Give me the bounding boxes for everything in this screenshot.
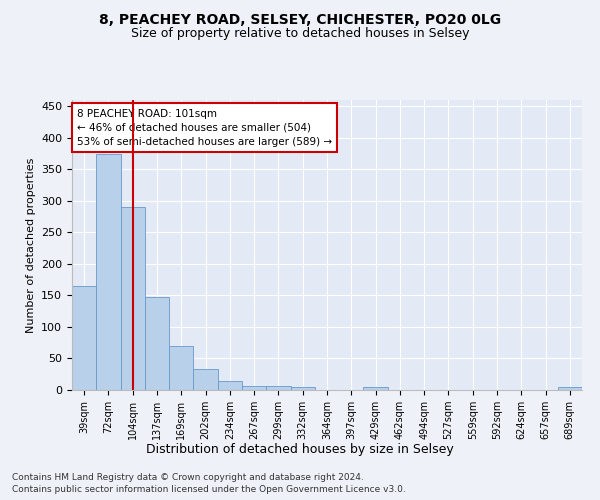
Text: Contains public sector information licensed under the Open Government Licence v3: Contains public sector information licen…: [12, 485, 406, 494]
Bar: [72, 286, 96, 390]
Text: 8 PEACHEY ROAD: 101sqm
← 46% of detached houses are smaller (504)
53% of semi-de: 8 PEACHEY ROAD: 101sqm ← 46% of detached…: [77, 108, 332, 146]
Bar: [558, 388, 582, 390]
Bar: [266, 386, 290, 390]
Bar: [218, 381, 242, 390]
Text: Distribution of detached houses by size in Selsey: Distribution of detached houses by size …: [146, 442, 454, 456]
Bar: [242, 386, 266, 390]
Bar: [290, 388, 315, 390]
Bar: [121, 207, 145, 390]
Bar: [145, 296, 169, 390]
Bar: [364, 387, 388, 390]
Bar: [169, 346, 193, 390]
Y-axis label: Number of detached properties: Number of detached properties: [26, 158, 35, 332]
Text: Contains HM Land Registry data © Crown copyright and database right 2024.: Contains HM Land Registry data © Crown c…: [12, 472, 364, 482]
Bar: [96, 154, 121, 390]
Text: Size of property relative to detached houses in Selsey: Size of property relative to detached ho…: [131, 28, 469, 40]
Bar: [193, 369, 218, 390]
Text: 8, PEACHEY ROAD, SELSEY, CHICHESTER, PO20 0LG: 8, PEACHEY ROAD, SELSEY, CHICHESTER, PO2…: [99, 12, 501, 26]
